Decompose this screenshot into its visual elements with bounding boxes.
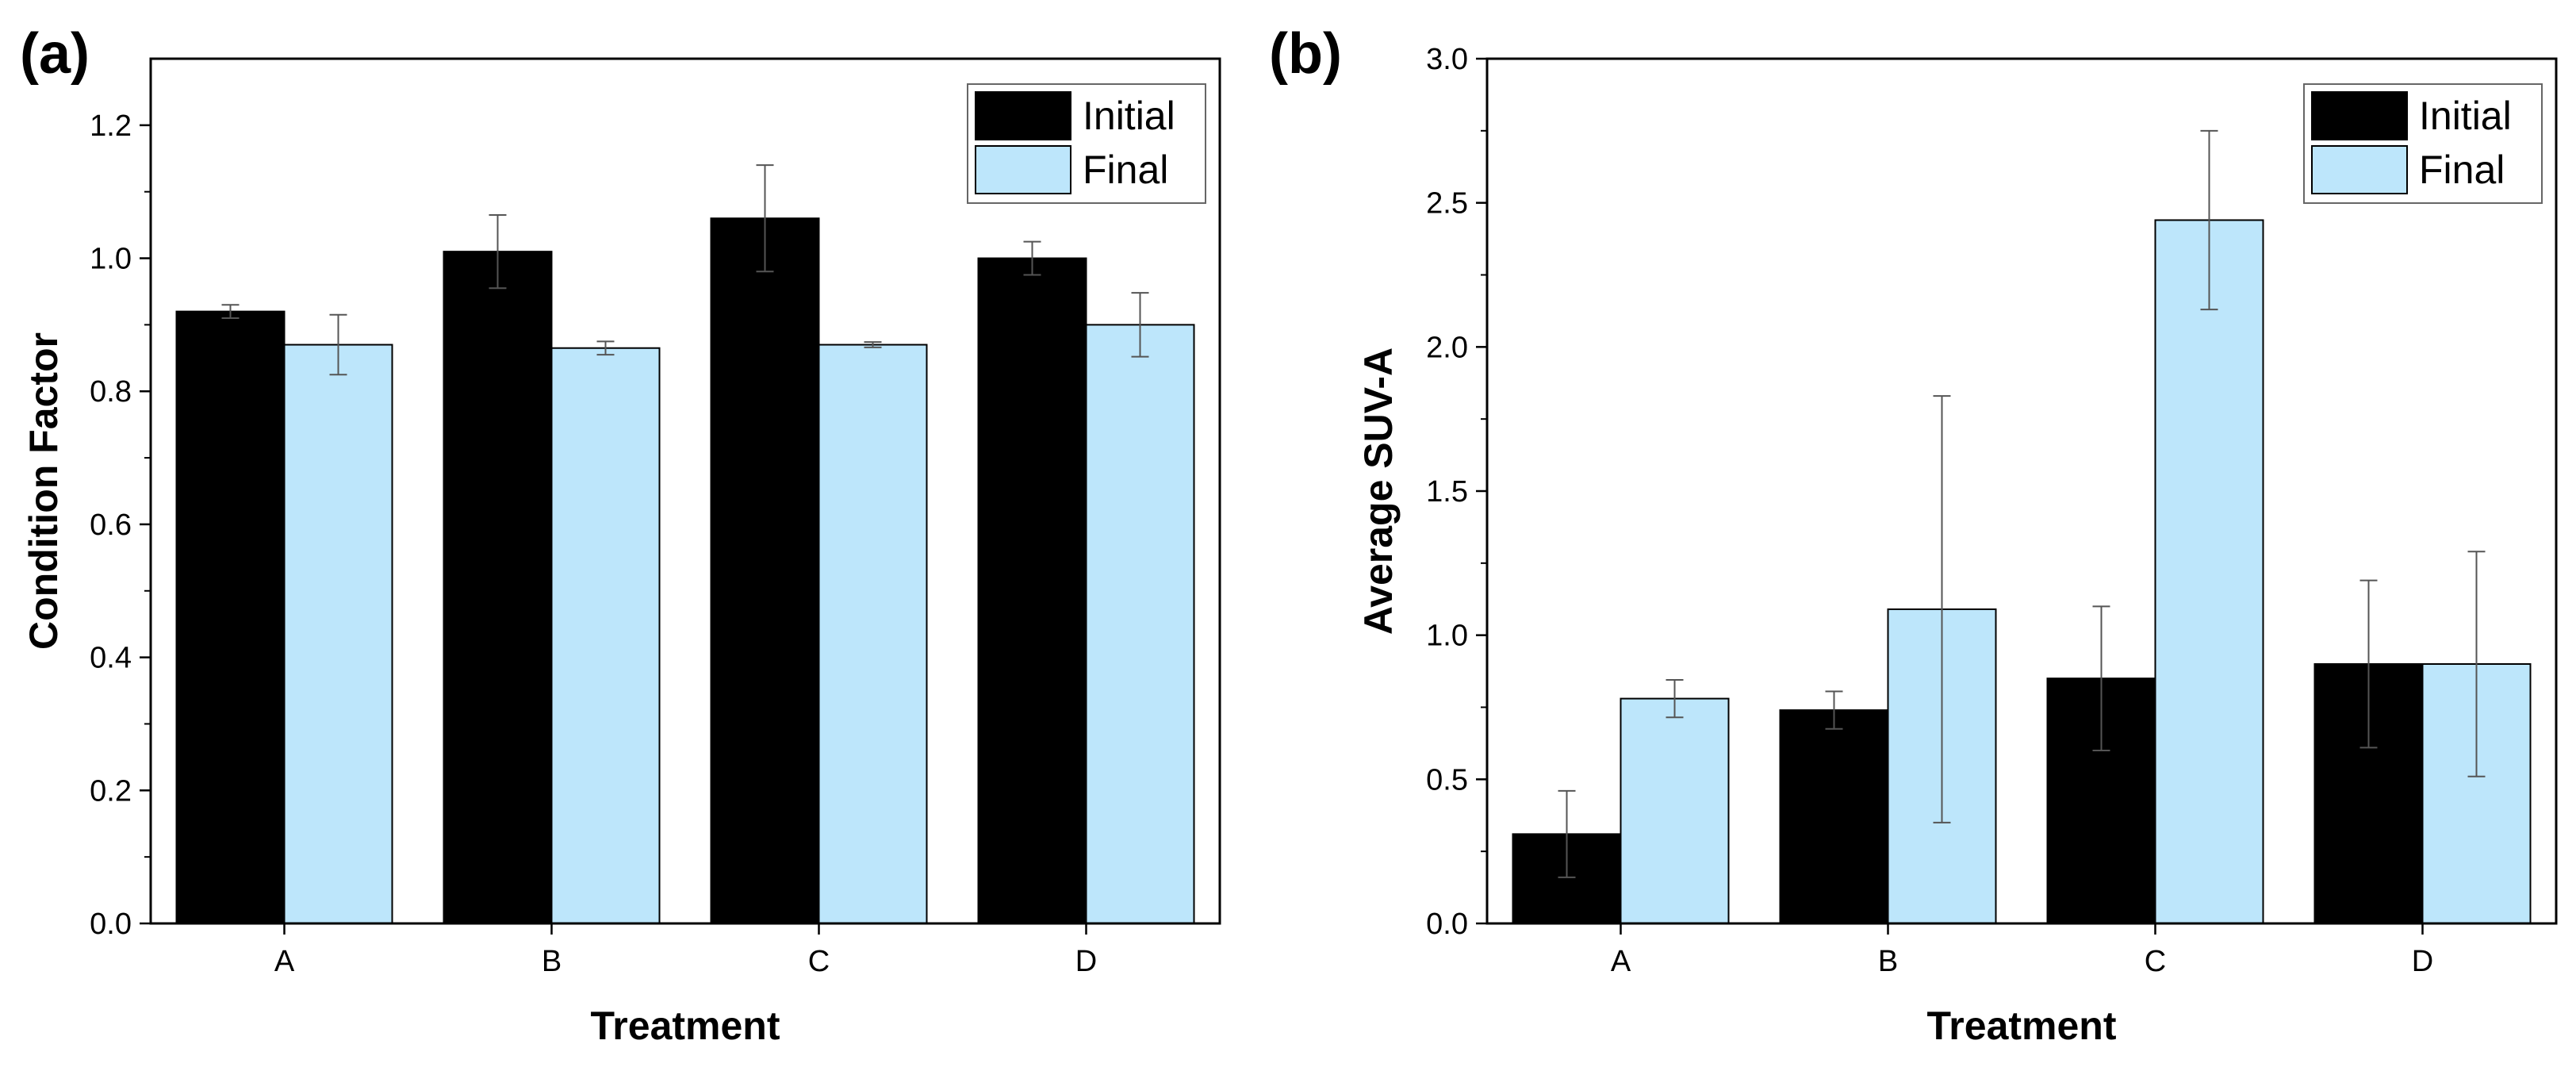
bar-final-D bbox=[1087, 324, 1194, 923]
bar-final-A bbox=[285, 345, 393, 923]
panel-label: (a) bbox=[20, 22, 90, 86]
x-tick-label: B bbox=[1878, 945, 1898, 978]
legend-swatch-final bbox=[2312, 146, 2407, 194]
bar-final-C bbox=[819, 345, 927, 923]
legend-swatch-final bbox=[976, 146, 1071, 194]
bar-final-A bbox=[1621, 699, 1729, 923]
bar-initial-A bbox=[177, 312, 285, 923]
panel-label: (b) bbox=[1269, 22, 1342, 86]
y-tick-label: 3.0 bbox=[1426, 43, 1468, 76]
bar-final-B bbox=[552, 348, 660, 923]
legend: Initial Final bbox=[968, 84, 1206, 203]
x-tick-label: C bbox=[2145, 945, 2166, 978]
x-tick-label: D bbox=[2412, 945, 2433, 978]
y-tick-label: 0.8 bbox=[90, 375, 132, 409]
x-axis-title: Treatment bbox=[591, 1004, 780, 1048]
chart-panel-0: (a) A B C D 0.0 0.2 0.4 0.6 0.8 1.0 1.2 Treatment Con… bbox=[20, 22, 1220, 1048]
x-tick-label: B bbox=[542, 945, 562, 978]
y-tick-label: 0.5 bbox=[1426, 763, 1468, 797]
y-tick-label: 0.6 bbox=[90, 509, 132, 542]
bar-initial-B bbox=[1781, 710, 1888, 923]
figure: (a) A B C D 0.0 0.2 0.4 0.6 0.8 1.0 1.2 Treatment Con… bbox=[0, 0, 2576, 1071]
legend: Initial Final bbox=[2304, 84, 2542, 203]
y-tick-label: 1.0 bbox=[90, 243, 132, 276]
x-tick-label: D bbox=[1075, 945, 1097, 978]
legend-swatch-initial bbox=[2312, 92, 2407, 140]
y-tick-label: 0.4 bbox=[90, 642, 132, 675]
legend-label-final: Final bbox=[1083, 148, 1168, 192]
x-axis-title: Treatment bbox=[1927, 1004, 2117, 1048]
y-tick-label: 2.5 bbox=[1426, 187, 1468, 221]
legend-swatch-initial bbox=[976, 92, 1071, 140]
bar-initial-B bbox=[444, 251, 552, 923]
y-tick-label: 0.0 bbox=[1426, 908, 1468, 941]
chart-panel-1: (b) A B C D 0.0 0.5 1.0 1.5 2.0 2.5 3.0 Treatment Ave… bbox=[1269, 22, 2556, 1048]
y-axis-title: Condition Factor bbox=[21, 332, 66, 650]
legend-label-initial: Initial bbox=[1083, 94, 1175, 138]
y-tick-label: 1.2 bbox=[90, 109, 132, 143]
legend-label-final: Final bbox=[2419, 148, 2505, 192]
x-tick-label: A bbox=[274, 945, 295, 978]
y-tick-label: 1.0 bbox=[1426, 620, 1468, 653]
legend-label-initial: Initial bbox=[2419, 94, 2512, 138]
y-axis-title: Average SUV-A bbox=[1356, 347, 1401, 635]
x-tick-label: A bbox=[1611, 945, 1631, 978]
y-tick-label: 0.0 bbox=[90, 908, 132, 941]
bar-final-C bbox=[2156, 220, 2264, 923]
bar-initial-D bbox=[979, 259, 1087, 923]
bar-initial-C bbox=[711, 218, 819, 923]
y-tick-label: 0.2 bbox=[90, 774, 132, 808]
y-tick-label: 1.5 bbox=[1426, 475, 1468, 509]
x-tick-label: C bbox=[808, 945, 830, 978]
y-tick-label: 2.0 bbox=[1426, 331, 1468, 364]
